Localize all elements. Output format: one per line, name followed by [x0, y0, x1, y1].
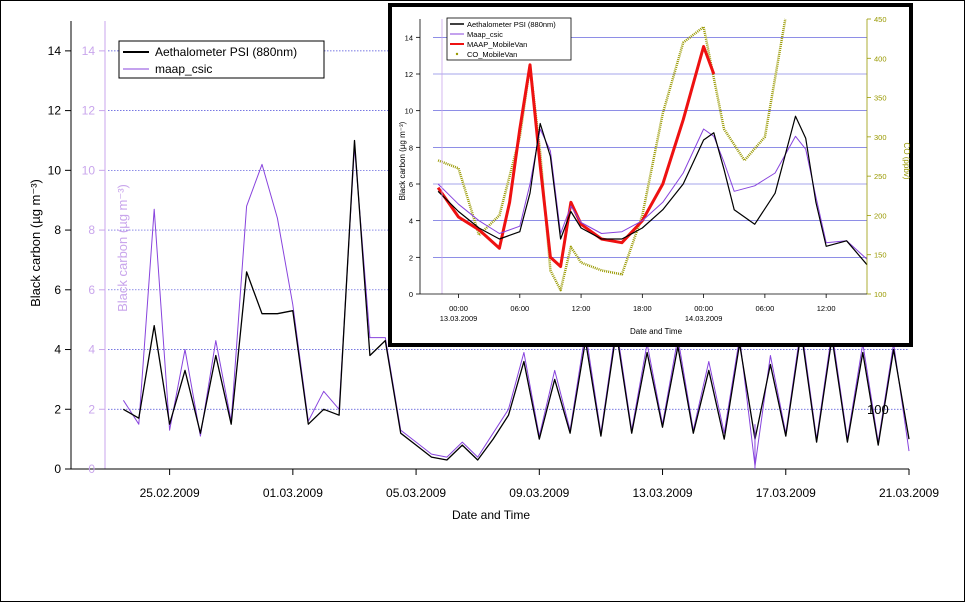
- main-y-axis-label: Black carbon (µg m⁻³): [28, 179, 43, 307]
- main-left-tick-label-6: 12: [48, 104, 62, 118]
- inset-series-line-0: [437, 115, 868, 266]
- main-x-tick-label-6: 21.03.2009: [879, 486, 939, 500]
- inset-series-line-2: [436, 45, 716, 268]
- main-legend-label-1: Aethalometer PSI (880nm): [155, 45, 297, 59]
- main-left-tick-label-2: 4: [54, 343, 61, 357]
- inset-series: [436, 18, 868, 292]
- main-y2-axis-label: Black carbon (µg m⁻³): [115, 184, 130, 312]
- inset-y-axis-label: Black carbon (µg m⁻³): [398, 121, 407, 200]
- main-series-line-0: [123, 139, 910, 461]
- main-x-axis-label: Date and Time: [452, 508, 530, 522]
- main-right-tick-label-3: 6: [88, 283, 95, 297]
- main-right-tick-label-0: 0: [88, 462, 95, 476]
- main-right-tick-label-7: 14: [82, 44, 96, 58]
- inset-right-tick-label-1: 150: [874, 251, 887, 260]
- inset-left-tick-label-6: 12: [405, 70, 413, 79]
- inset-legend-swatch-4: [455, 52, 459, 56]
- inset-x-tick-time-3: 18:00: [633, 304, 652, 313]
- inset-legend-label-4: CO_MobileVan: [467, 50, 517, 59]
- main-left-tick-label-7: 14: [48, 44, 62, 58]
- main-legend-label-2: maap_csic: [155, 62, 212, 76]
- inset-right-tick-label-2: 200: [874, 211, 887, 220]
- main-left-tick-label-3: 6: [54, 283, 61, 297]
- inset-x-axis-label: Date and Time: [630, 327, 683, 336]
- inset-y2-axis-label: CO (ppbv): [902, 143, 911, 180]
- inset-right-tick-label-3: 250: [874, 172, 887, 181]
- main-tick-labels: 0 0 2 2 4 4 6 6 8 8 10 10 12 12 14 14 25.02.2009 01.03.20…: [48, 44, 940, 500]
- inset-x-tick-time-6: 12:00: [817, 304, 836, 313]
- main-series-line-1: [122, 145, 910, 467]
- main-series: [122, 139, 910, 469]
- main-x-tick-label-5: 17.03.2009: [756, 486, 816, 500]
- main-left-tick-label-0: 0: [54, 462, 61, 476]
- inset-right-tick-label-4: 300: [874, 133, 887, 142]
- inset-series-line-1: [437, 128, 868, 260]
- inset-left-tick-label-5: 10: [405, 107, 413, 116]
- inset-x-tick-time-1: 06:00: [510, 304, 529, 313]
- main-right-tick-label-2: 4: [88, 343, 95, 357]
- inset-right-tick-label-0: 100: [874, 290, 887, 299]
- main-x-tick-label-0: 25.02.2009: [140, 486, 200, 500]
- main-legend: Aethalometer PSI (880nm) maap_csic: [118, 40, 325, 79]
- inset-legend-box: [446, 17, 572, 61]
- inset-left-tick-label-2: 4: [409, 217, 413, 226]
- inset-left-tick-label-1: 2: [409, 253, 413, 262]
- main-x-tick-label-2: 05.03.2009: [386, 486, 446, 500]
- main-axes: [65, 21, 910, 475]
- inset-legend: Aethalometer PSI (880nm) Maap_csic MAAP_…: [446, 17, 572, 61]
- stray-axis-label: 100: [867, 402, 889, 417]
- inset-axes: [416, 18, 871, 298]
- main-left-tick-label-1: 2: [54, 402, 61, 416]
- main-right-tick-label-4: 8: [88, 223, 95, 237]
- inset-frame: [388, 3, 913, 347]
- inset-x-tick-date-4: 14.03.2009: [685, 314, 723, 323]
- main-left-tick-label-5: 10: [48, 163, 62, 177]
- inset-left-tick-label-3: 6: [409, 180, 413, 189]
- inset-legend-label-2: Maap_csic: [467, 30, 503, 39]
- inset-right-tick-label-7: 450: [874, 15, 887, 24]
- inset-left-tick-label-0: 0: [409, 290, 413, 299]
- inset-right-tick-label-5: 350: [874, 94, 887, 103]
- main-chart: 0 0 2 2 4 4 6 6 8 8 10 10 12 12 14 14 25.02.2009 01.03.20…: [28, 21, 939, 522]
- main-legend-box: [118, 40, 325, 79]
- inset-x-tick-time-4: 00:00: [694, 304, 713, 313]
- main-x-tick-label-1: 01.03.2009: [263, 486, 323, 500]
- inset-x-tick-time-0: 00:00: [449, 304, 468, 313]
- main-right-tick-label-6: 12: [82, 104, 96, 118]
- inset-x-tick-time-2: 12:00: [572, 304, 591, 313]
- main-right-tick-label-5: 10: [82, 163, 96, 177]
- inset-x-tick-date-0: 13.03.2009: [440, 314, 478, 323]
- inset-x-tick-time-5: 06:00: [755, 304, 774, 313]
- main-x-tick-label-3: 09.03.2009: [509, 486, 569, 500]
- inset-legend-label-1: Aethalometer PSI (880nm): [467, 20, 556, 29]
- main-right-tick-label-1: 2: [88, 402, 95, 416]
- inset-legend-label-3: MAAP_MobileVan: [467, 40, 527, 49]
- main-x-tick-label-4: 13.03.2009: [633, 486, 693, 500]
- main-left-tick-label-4: 8: [54, 223, 61, 237]
- inset-left-tick-label-7: 14: [405, 33, 413, 42]
- inset-left-tick-label-4: 8: [409, 143, 413, 152]
- inset-tick-labels: 0 2 4 6 8 10 12 14 100 150 200 250 300 350 400 450 00:00…: [405, 15, 887, 323]
- inset-chart: 0 2 4 6 8 10 12 14 100 150 200 250 300 350 400 450 00:00…: [388, 3, 913, 347]
- inset-right-tick-label-6: 400: [874, 54, 887, 63]
